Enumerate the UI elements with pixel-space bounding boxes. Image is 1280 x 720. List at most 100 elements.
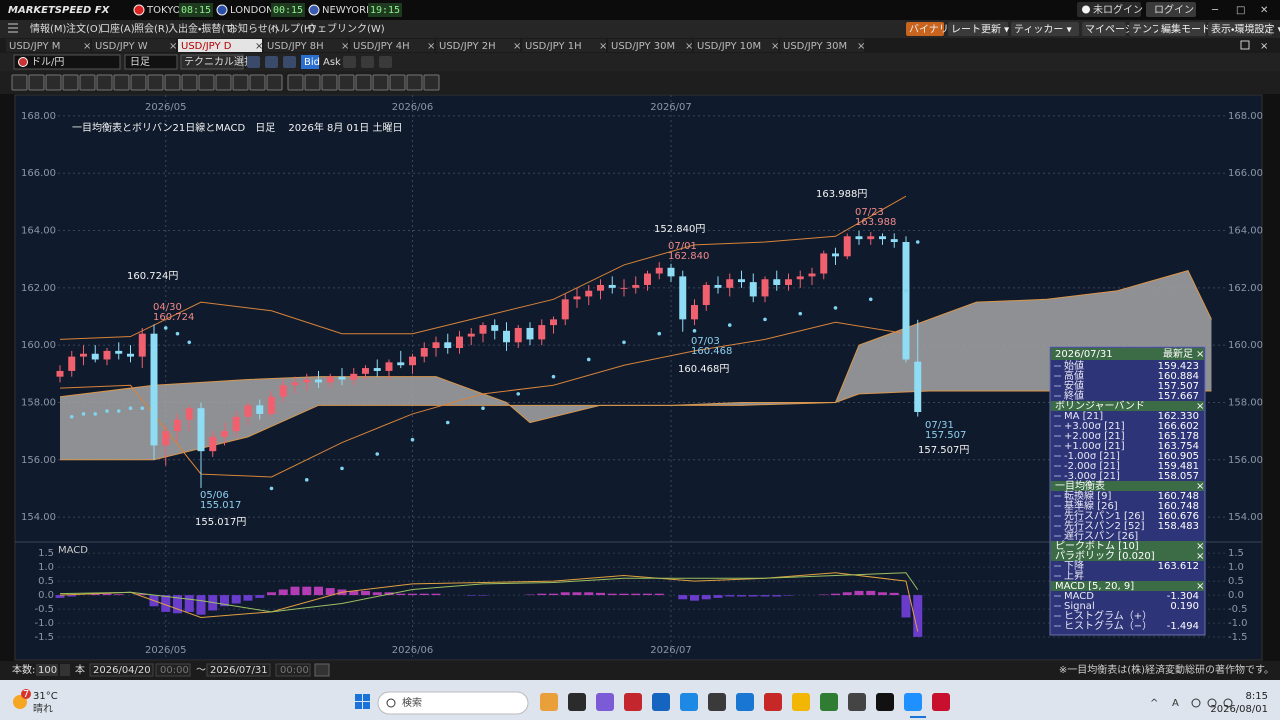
- taskbar-app[interactable]: [876, 693, 894, 711]
- drawing-tool[interactable]: [215, 74, 232, 91]
- tab[interactable]: [350, 39, 434, 52]
- tab-close[interactable]: ×: [685, 41, 693, 52]
- toolbar-button[interactable]: [906, 22, 944, 36]
- drawing-tool[interactable]: [406, 74, 423, 91]
- apply-button[interactable]: [314, 663, 330, 677]
- bid-button[interactable]: [301, 55, 319, 69]
- date-box[interactable]: [206, 663, 271, 677]
- window-control[interactable]: ✕: [1260, 5, 1268, 16]
- toolbar-button-label[interactable]: 表示・環境設定 ▾: [1211, 24, 1280, 36]
- date-box[interactable]: [89, 663, 154, 677]
- tab[interactable]: [92, 39, 176, 52]
- ask-label[interactable]: Ask: [323, 57, 341, 68]
- period-label[interactable]: 日足: [130, 56, 150, 68]
- toolbar-button[interactable]: [1011, 22, 1079, 36]
- info-close[interactable]: ×: [1196, 581, 1204, 592]
- drawing-tool[interactable]: [321, 74, 338, 91]
- tool-icon[interactable]: [379, 56, 392, 68]
- login-button-label[interactable]: ログイン: [1154, 3, 1194, 16]
- menu-item[interactable]: お知らせ(I): [228, 22, 279, 35]
- tab-close[interactable]: ×: [255, 41, 263, 52]
- drawing-tool[interactable]: [79, 74, 96, 91]
- tab-label[interactable]: USD/JPY M: [9, 41, 60, 52]
- toolbar-button[interactable]: [1158, 22, 1206, 36]
- drawing-tool[interactable]: [287, 74, 304, 91]
- info-close[interactable]: ×: [1196, 541, 1204, 552]
- tool-icon[interactable]: [247, 56, 260, 68]
- tab-close[interactable]: ×: [341, 41, 349, 52]
- drawing-tool[interactable]: [232, 74, 249, 91]
- start-icon[interactable]: [363, 702, 370, 709]
- toolbar-button-label[interactable]: マイページ ▾: [1085, 25, 1143, 36]
- drawing-tool[interactable]: [355, 74, 372, 91]
- tool-icon[interactable]: [343, 56, 356, 68]
- toolbar-button[interactable]: [948, 22, 1008, 36]
- drawing-tool[interactable]: [28, 74, 45, 91]
- taskbar-app[interactable]: [680, 693, 698, 711]
- taskbar-app[interactable]: [764, 693, 782, 711]
- tab-close[interactable]: ×: [83, 41, 91, 52]
- symbol-select[interactable]: [13, 54, 121, 70]
- tab[interactable]: [694, 39, 778, 52]
- tab[interactable]: [6, 39, 90, 52]
- drawing-tool[interactable]: [130, 74, 147, 91]
- tab-close[interactable]: ×: [169, 41, 177, 52]
- toolbar-button-label[interactable]: ティッカー ▾: [1014, 24, 1072, 36]
- tool-icon[interactable]: [265, 56, 278, 68]
- taskbar-app[interactable]: [708, 693, 726, 711]
- taskbar-app[interactable]: [820, 693, 838, 711]
- taskbar-app[interactable]: [596, 693, 614, 711]
- info-close[interactable]: ×: [1196, 401, 1204, 412]
- toolbar-button[interactable]: [1208, 22, 1272, 36]
- drawing-tool[interactable]: [147, 74, 164, 91]
- drawing-tool[interactable]: [266, 74, 283, 91]
- menu-item[interactable]: ヘルプ(H): [270, 23, 315, 35]
- drawing-tool[interactable]: [389, 74, 406, 91]
- time-box[interactable]: [275, 663, 311, 677]
- drawing-tool[interactable]: [62, 74, 79, 91]
- taskbar-app[interactable]: [624, 693, 642, 711]
- drawing-tool[interactable]: [11, 74, 28, 91]
- menu-item[interactable]: 入出金・振替(T): [168, 22, 235, 35]
- tab-label[interactable]: USD/JPY 8H: [267, 41, 324, 52]
- taskbar-app[interactable]: [932, 693, 950, 711]
- tab-label[interactable]: USD/JPY 1H: [525, 41, 582, 52]
- tab[interactable]: [780, 39, 864, 52]
- tab[interactable]: [608, 39, 692, 52]
- login-button[interactable]: [1146, 2, 1196, 17]
- panel-close[interactable]: ×: [1260, 41, 1268, 52]
- start-icon[interactable]: [355, 694, 362, 701]
- taskbar-app[interactable]: [848, 693, 866, 711]
- toolbar-button-label[interactable]: レート更新 ▾: [951, 24, 1009, 36]
- tab-label[interactable]: USD/JPY 4H: [353, 41, 410, 52]
- tab-label[interactable]: USD/JPY 30M: [611, 41, 675, 52]
- drawing-tool[interactable]: [249, 74, 266, 91]
- toolbar-button-label[interactable]: バイナリー: [909, 24, 959, 36]
- tab[interactable]: [178, 39, 262, 52]
- menu-item[interactable]: 照会(R): [134, 22, 169, 35]
- window-control[interactable]: □: [1236, 5, 1245, 16]
- tab-label[interactable]: USD/JPY 10M: [697, 41, 761, 52]
- toolbar-button[interactable]: [1082, 22, 1126, 36]
- drawing-tool[interactable]: [304, 74, 321, 91]
- menu-item[interactable]: 口座(A): [100, 23, 135, 35]
- taskbar-app[interactable]: [652, 693, 670, 711]
- menu-item[interactable]: ウェブリンク(W): [307, 22, 385, 35]
- taskbar-app[interactable]: [904, 693, 922, 711]
- drawing-tool[interactable]: [45, 74, 62, 91]
- menu-item[interactable]: 情報(M): [30, 22, 67, 35]
- tab-close[interactable]: ×: [427, 41, 435, 52]
- drawing-tool[interactable]: [164, 74, 181, 91]
- drawing-tool[interactable]: [198, 74, 215, 91]
- tab-label[interactable]: USD/JPY 30M: [783, 41, 847, 52]
- drawing-tool[interactable]: [113, 74, 130, 91]
- search-box[interactable]: [377, 691, 529, 715]
- menu-item[interactable]: 注文(O): [66, 22, 102, 35]
- count-spinner[interactable]: [60, 664, 70, 676]
- drawing-tool[interactable]: [372, 74, 389, 91]
- taskbar-app[interactable]: [568, 693, 586, 711]
- tab-close[interactable]: ×: [599, 41, 607, 52]
- tab-close[interactable]: ×: [771, 41, 779, 52]
- taskbar-app[interactable]: [736, 693, 754, 711]
- tab-label[interactable]: USD/JPY D: [181, 41, 232, 52]
